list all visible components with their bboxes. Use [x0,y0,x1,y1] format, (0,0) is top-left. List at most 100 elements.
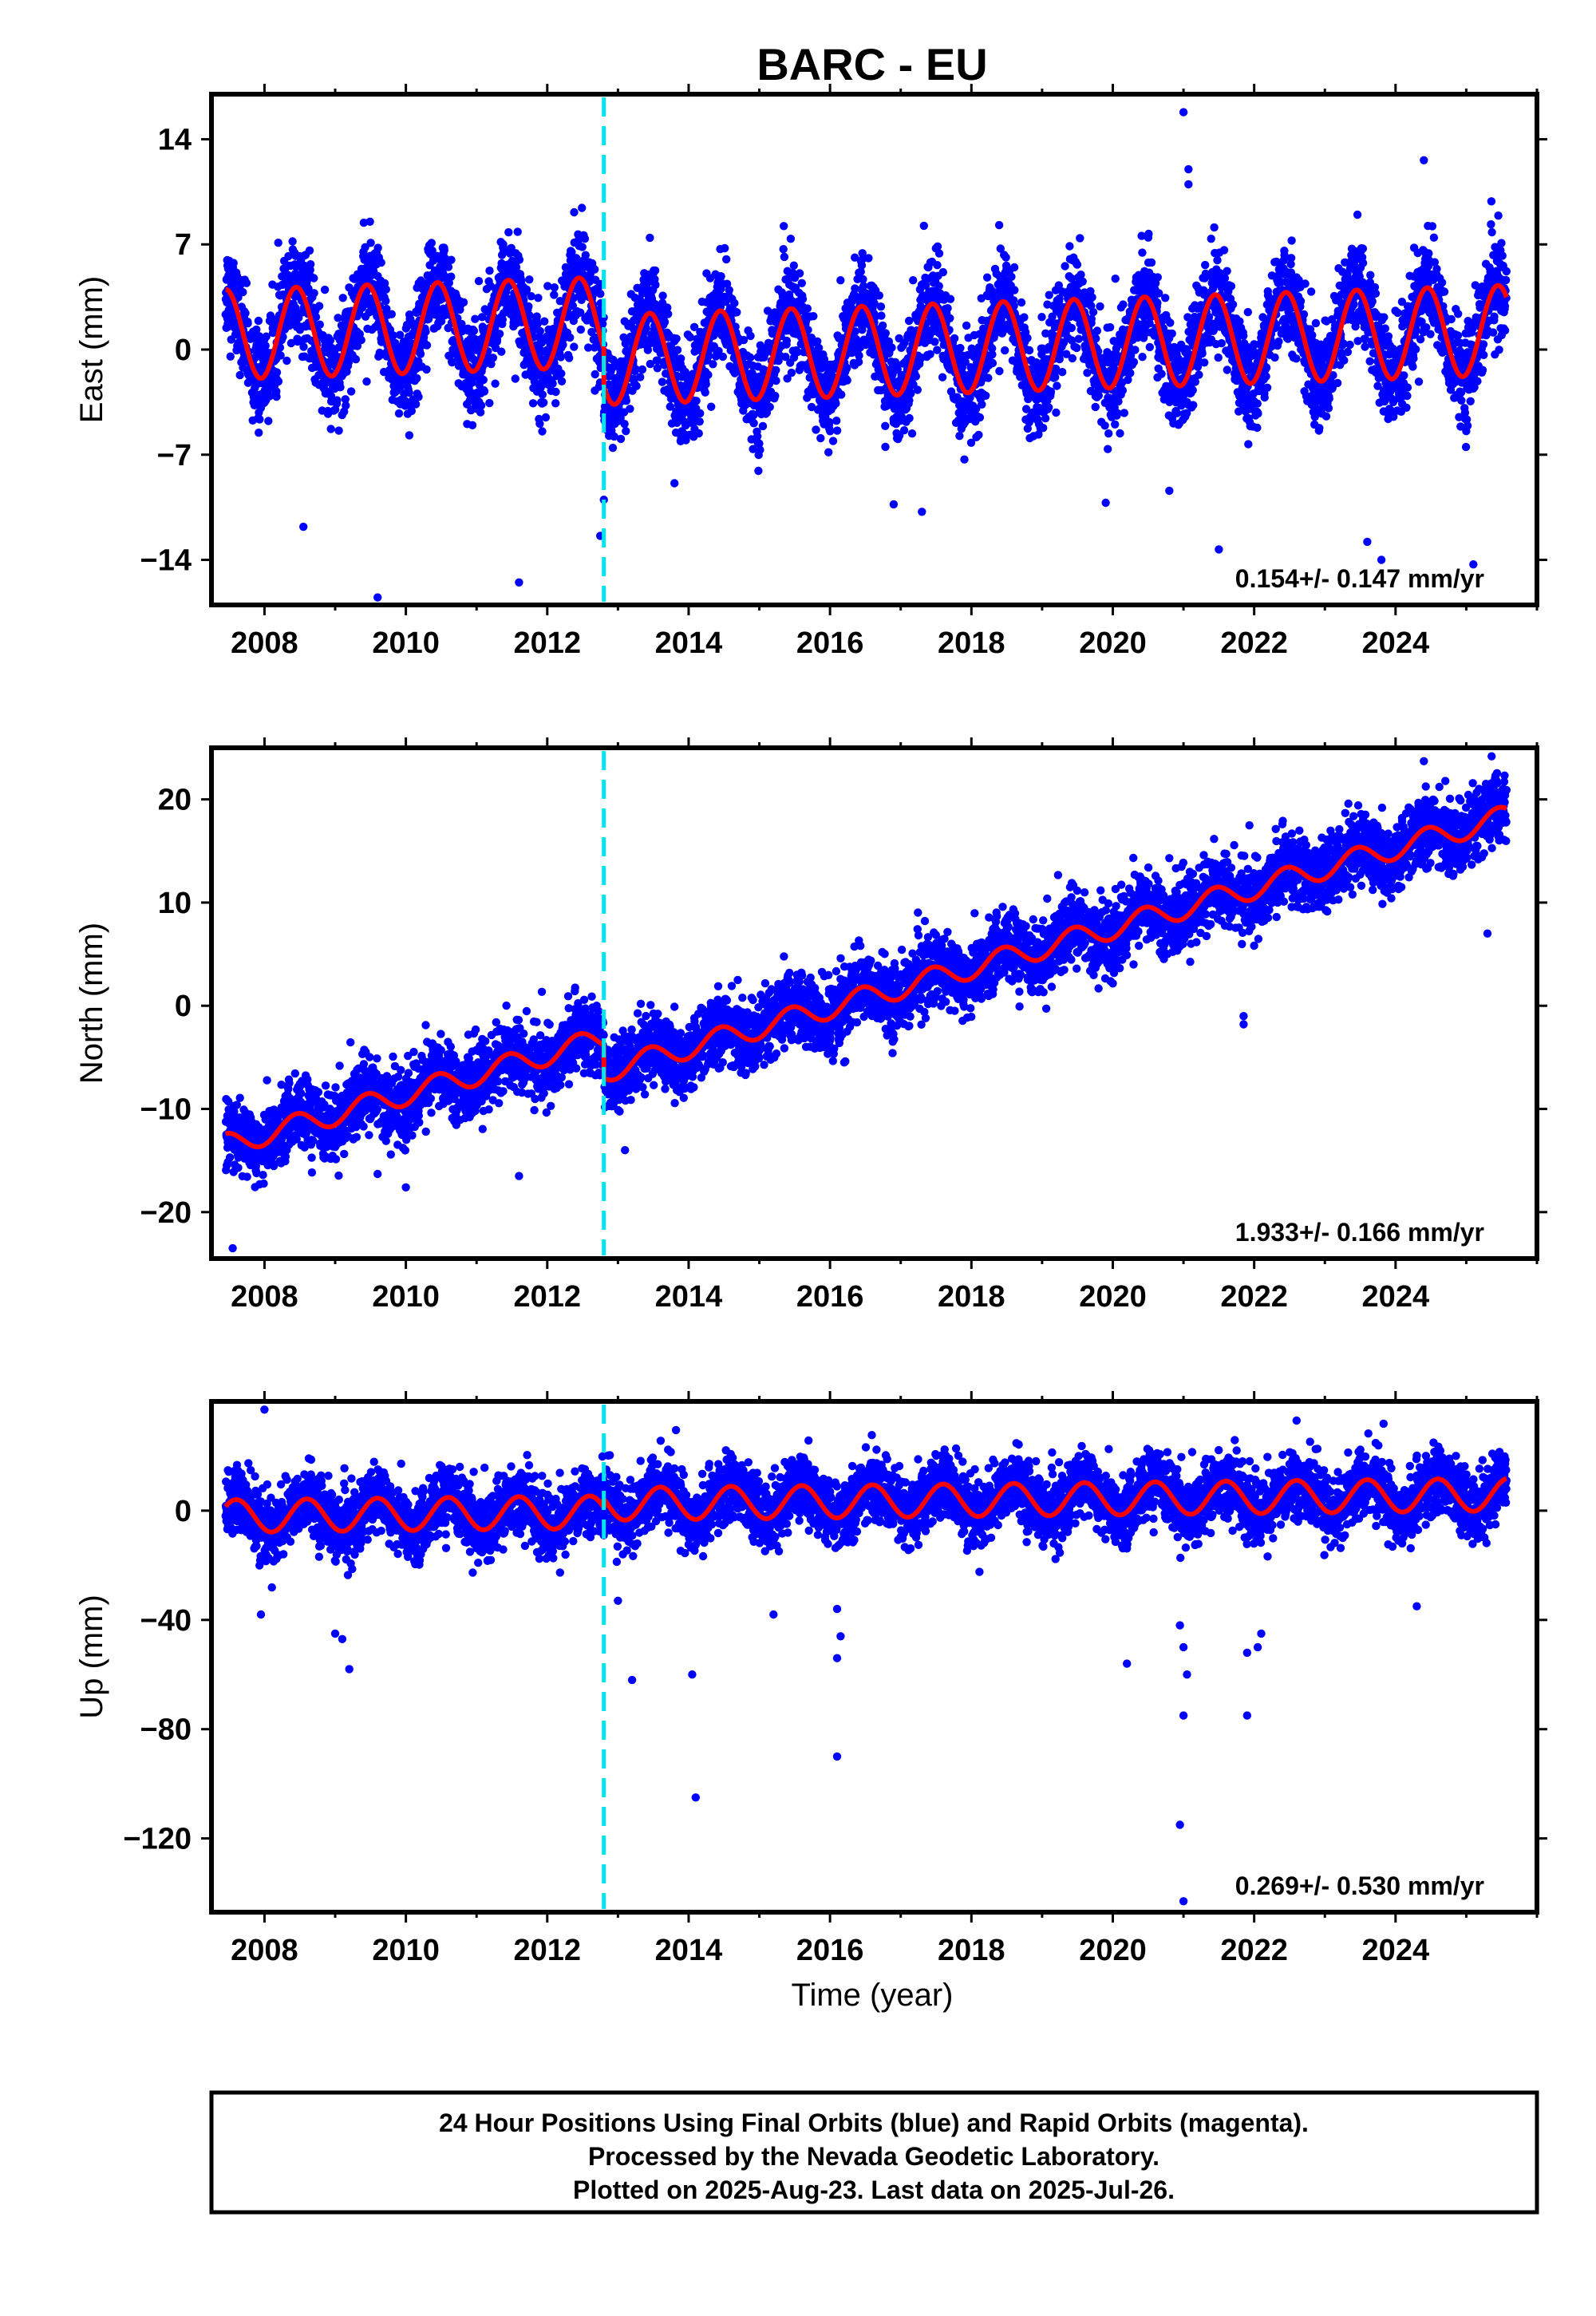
data-point [1020,313,1029,322]
data-point [1198,349,1207,358]
data-point [411,400,421,409]
data-point [362,377,371,386]
data-point [664,310,673,318]
data-point [1017,298,1026,307]
data-point [366,239,375,247]
data-point [909,276,918,285]
data-point [722,340,731,349]
data-point [765,402,774,412]
data-point [1091,402,1100,412]
data-point [365,217,374,226]
data-point [696,409,705,418]
data-point [306,260,315,269]
data-point [938,267,948,277]
data-point [262,332,271,341]
data-point [353,342,362,350]
data-point [326,425,335,433]
data-point [488,354,498,362]
data-point [739,335,749,345]
data-point [782,336,791,346]
data-point [387,310,396,318]
data-point [474,277,484,286]
data-point [689,322,699,331]
data-point [477,313,487,322]
data-point [826,427,835,436]
data-point [357,335,365,345]
data-point [864,254,873,263]
data-point [334,426,343,435]
data-point [567,247,576,257]
data-point [422,365,431,374]
data-point [622,427,630,436]
data-point [653,356,662,366]
data-point [692,397,701,405]
data-point [905,413,914,423]
data-point [1067,323,1077,333]
data-point [1073,343,1081,353]
data-point [1118,386,1128,395]
data-point [381,296,390,306]
data-point [476,408,485,417]
data-point [320,285,330,294]
data-point [763,306,772,315]
data-point [709,360,717,369]
data-point [934,249,944,258]
data-point [899,426,909,435]
data-point [1147,258,1156,267]
data-point [673,346,682,354]
data-point [557,377,567,385]
data-point [650,266,660,275]
data-point [407,406,416,416]
data-point [525,311,534,320]
data-point [522,285,531,294]
data-point [535,326,544,336]
data-point [1172,409,1182,417]
data-point [279,333,287,342]
data-point [943,304,952,313]
data-point [1214,353,1223,362]
data-point [533,319,542,328]
data-point [570,342,579,351]
data-point [638,365,647,374]
data-point [857,261,867,270]
data-point [498,315,507,324]
data-point [905,396,914,405]
data-point [315,320,324,329]
data-point [1210,223,1219,232]
data-point [1104,445,1112,453]
data-point [933,346,942,354]
data-point [239,287,247,297]
data-point [859,282,868,290]
data-point [851,327,859,336]
data-point [468,378,476,387]
data-point [282,356,291,366]
data-point [717,272,725,281]
data-point [275,343,285,352]
data-point [405,388,413,397]
data-point [651,280,660,290]
data-point [243,319,252,328]
data-point [836,276,845,285]
data-point [580,234,590,243]
data-point [557,369,566,378]
data-point [798,294,808,303]
data-point [772,376,780,385]
data-point [1096,302,1104,311]
data-point [424,314,433,323]
data-point [812,337,822,346]
data-point [1253,423,1262,433]
data-point [485,267,494,275]
data-point [1201,260,1210,270]
data-point [261,342,270,350]
data-point [779,245,788,254]
data-point [995,366,1004,376]
data-point [550,290,559,299]
data-point [1253,399,1262,408]
data-point [448,358,456,367]
data-point [551,387,560,397]
data-point [1092,326,1102,335]
data-point [1200,358,1209,367]
data-point [480,387,489,396]
data-point [725,286,733,294]
